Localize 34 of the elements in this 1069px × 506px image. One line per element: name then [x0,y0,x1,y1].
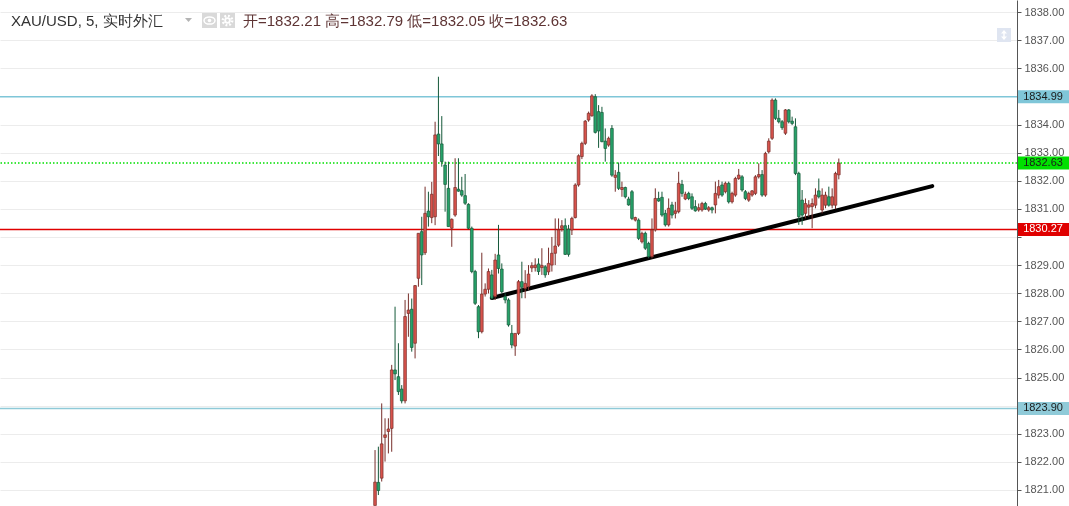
y-tick-label: 1838.00 [1024,5,1065,18]
candlestick [450,217,454,248]
candlestick [760,169,764,198]
ref-line-label: 1830.27 [1023,222,1063,235]
text: XAU/USD, 5, 实时外汇 [11,12,163,29]
text: 开=1832.21 高=1832.79 低=1832.05 收=1832.63 [243,12,568,29]
candlestick [523,269,527,299]
y-tick-label: 1837.00 [1024,33,1065,46]
candlestick [613,169,617,193]
y-tick-label: 1827.00 [1024,314,1065,327]
ref-line-label: 1834.99 [1023,89,1063,102]
y-tick-label: 1834.00 [1024,118,1065,131]
y-tick-label: 1821.00 [1024,483,1065,496]
candlestick [376,446,381,496]
y-tick-label: 1828.00 [1024,286,1065,299]
y-tick-label: 1836.00 [1024,61,1065,74]
candlestick [486,267,491,294]
candlestick [426,191,431,228]
candlestick [373,449,377,506]
ref-line-label: 1832.63 [1023,156,1063,169]
candlestick [773,97,778,121]
y-tick-label: 1831.00 [1024,202,1065,215]
y-tick-label: 1822.00 [1024,455,1065,468]
candlestick [456,157,461,193]
candlestick [817,178,821,199]
candlestick [590,93,594,118]
y-tick-label: 1825.00 [1024,371,1065,384]
ref-line-label: 1823.90 [1023,401,1063,414]
y-tick-label: 1826.00 [1024,342,1065,355]
y-tick-label: 1823.00 [1024,427,1065,440]
y-tick-label: 1829.00 [1024,258,1065,271]
y-tick-label: 1832.00 [1024,174,1065,187]
y-tick-label: 1833.00 [1024,146,1065,159]
candlestick [420,216,424,286]
